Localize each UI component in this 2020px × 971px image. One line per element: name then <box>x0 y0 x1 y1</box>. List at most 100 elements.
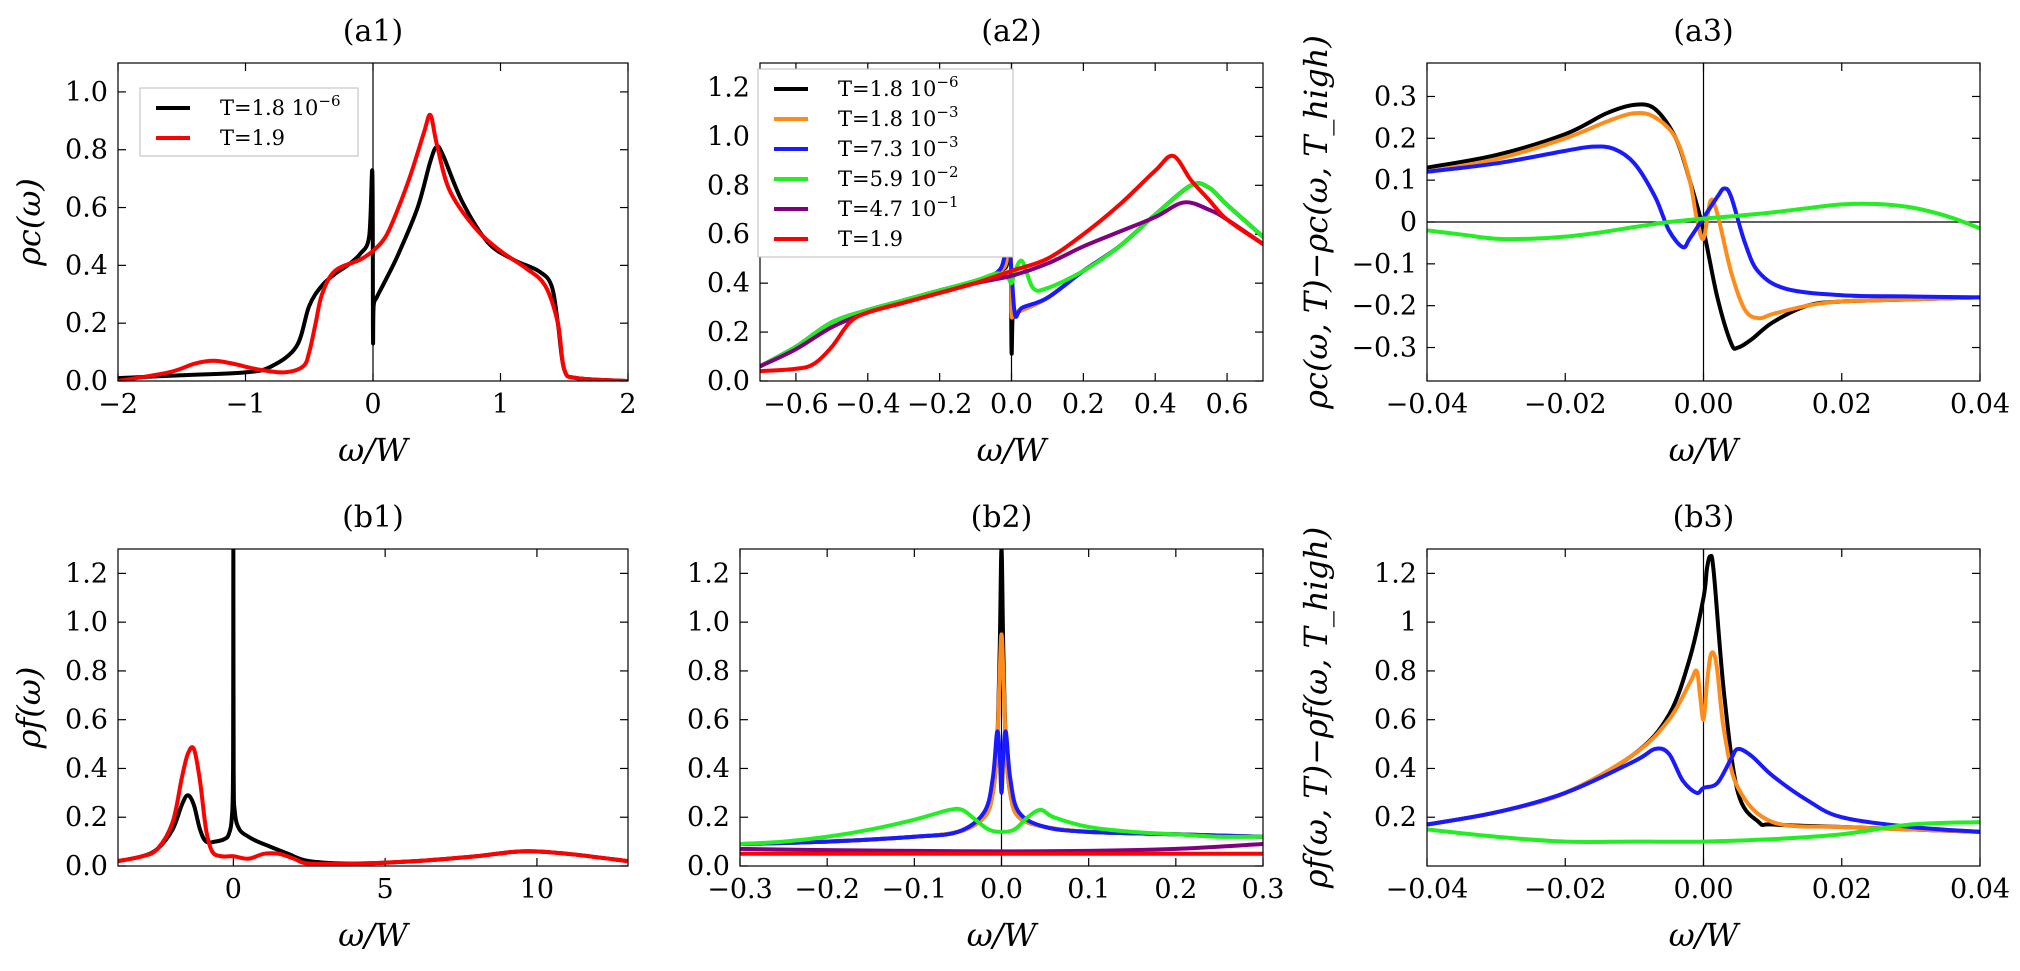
x-tick-label: 0.00 <box>1673 389 1733 420</box>
series-line-5 <box>760 153 1263 374</box>
legend-label: T=1.8 10−6 <box>838 73 959 101</box>
x-tick-label: −0.04 <box>1386 389 1469 420</box>
y-tick-label: 0.2 <box>1374 802 1417 833</box>
y-tick-label: 1.2 <box>1374 558 1417 589</box>
x-tick-label: −0.6 <box>763 389 829 420</box>
legend-label: T=1.8 10−3 <box>838 103 959 131</box>
x-tick-label: 0.1 <box>1067 874 1110 905</box>
panel-title: (a2) <box>981 14 1041 49</box>
series-line-0 <box>118 549 628 866</box>
plot-frame <box>1426 548 1981 867</box>
y-tick-label: 0.4 <box>65 250 108 281</box>
y-tick-label: 0.6 <box>707 219 750 250</box>
x-tick-label: 0.00 <box>1673 874 1733 905</box>
panel-b2: (b2) −0.3 −0.2 −0.1 0.0 0.1 0.2 0.3 0.0 0.2 0.4 0.6… <box>687 500 1284 954</box>
y-tick-label: 0.2 <box>707 317 750 348</box>
x-tick-label: 0.04 <box>1950 874 2010 905</box>
plot-frame <box>1426 62 1981 382</box>
plot-frame <box>739 548 1264 867</box>
series-line-1 <box>118 745 628 866</box>
x-tick-label: 0.0 <box>990 389 1033 420</box>
x-tick-label: 0.2 <box>1154 874 1197 905</box>
series-line-2 <box>1427 144 1980 300</box>
x-tick-label: 0.0 <box>980 874 1023 905</box>
series-line-4 <box>760 200 1263 369</box>
series-group <box>118 112 628 381</box>
x-tick-label: −0.2 <box>794 874 860 905</box>
y-tick-label: 0.3 <box>1374 81 1417 112</box>
panel-a2: (a2) −0.6 −0.4 −0.2 0.0 0.2 0.4 0.6 0.0 0.2 0.4 0.6… <box>707 14 1264 469</box>
y-tick-label: 1.2 <box>707 72 750 103</box>
x-tick-label: 10 <box>520 874 554 905</box>
y-tick-label: 1.0 <box>687 607 730 638</box>
x-tick-label: −0.04 <box>1386 874 1469 905</box>
series-line-1 <box>1427 110 1980 321</box>
x-tick-label: −0.02 <box>1524 874 1607 905</box>
x-tick-label: 0 <box>225 874 242 905</box>
series-line-2 <box>1427 746 1980 834</box>
series-line-0 <box>118 144 628 381</box>
x-tick-label: 5 <box>377 874 394 905</box>
x-tick-label: 0 <box>364 389 381 420</box>
x-tick-label: 0.2 <box>1062 389 1105 420</box>
y-tick-label: 0.8 <box>707 170 750 201</box>
y-tick-label: 1.0 <box>65 607 108 638</box>
y-tick-label: 0.4 <box>707 268 750 299</box>
x-tick-label: 0.02 <box>1812 874 1872 905</box>
series-group <box>760 153 1263 374</box>
x-tick-label: 0.4 <box>1134 389 1177 420</box>
x-tick-label: 0.6 <box>1206 389 1249 420</box>
x-axis-label: ω/W <box>1669 431 1742 469</box>
y-tick-label: 1.2 <box>687 558 730 589</box>
legend-label: T=1.9 <box>220 126 285 150</box>
series-line-4 <box>740 842 1263 854</box>
x-tick-label: −0.2 <box>907 389 973 420</box>
x-tick-label: 2 <box>619 389 636 420</box>
series-line-2 <box>740 729 1263 847</box>
y-tick-label: 0.2 <box>1374 123 1417 154</box>
y-tick-label: 0.4 <box>1374 753 1417 784</box>
legend-label: T=1.9 <box>838 227 903 251</box>
legend-label: T=4.7 10−1 <box>838 193 959 221</box>
series-group <box>118 549 628 866</box>
y-tick-label: 0.8 <box>65 135 108 166</box>
x-tick-label: 0.04 <box>1950 389 2010 420</box>
y-tick-label: 0.0 <box>707 366 750 397</box>
legend-box <box>139 87 359 157</box>
legend-label: T=5.9 10−2 <box>838 163 959 191</box>
y-axis-label: ρf(ω) <box>10 667 48 750</box>
y-tick-label: 0.2 <box>65 308 108 339</box>
x-tick-label: −0.4 <box>835 389 901 420</box>
x-tick-label: −0.3 <box>707 874 773 905</box>
x-tick-label: 0.3 <box>1242 874 1285 905</box>
series-line-3 <box>740 806 1263 847</box>
panel-a1: (a1) −2 −1 0 1 2 0.0 0.2 0.4 0.6 0.8 1.0 ω/W ρc(ω) T=1… <box>10 14 637 469</box>
x-tick-label: −2 <box>98 389 138 420</box>
y-tick-label: 0.2 <box>687 802 730 833</box>
x-tick-label: −0.1 <box>882 874 948 905</box>
x-axis-label: ω/W <box>338 431 411 469</box>
y-tick-label: −0.1 <box>1351 249 1417 280</box>
y-tick-label: 1.2 <box>65 558 108 589</box>
series-line-1 <box>1427 650 1980 834</box>
x-axis-label: ω/W <box>967 916 1040 954</box>
legend-label: T=7.3 10−3 <box>838 133 959 161</box>
series-group <box>740 549 1263 856</box>
series-line-3 <box>1427 201 1980 242</box>
y-tick-label: 1 <box>1400 607 1417 638</box>
y-tick-label: 0.6 <box>65 705 108 736</box>
panel-title: (b2) <box>971 500 1033 535</box>
y-tick-label: 0.0 <box>65 851 108 882</box>
y-tick-label: 0.6 <box>687 705 730 736</box>
y-tick-label: 0.8 <box>65 656 108 687</box>
y-axis-label: ρc(ω, T)−ρc(ω, T_high) <box>1297 35 1335 410</box>
series-group <box>1427 102 1980 351</box>
series-group <box>1427 553 1980 844</box>
y-tick-label: −0.3 <box>1351 333 1417 364</box>
panel-title: (b3) <box>1673 500 1735 535</box>
panel-b1: (b1) 0 5 10 0.0 0.2 0.4 0.6 0.8 1.0 1.2 ω/W ρf(ω) <box>10 500 629 954</box>
y-tick-label: 1.0 <box>707 121 750 152</box>
panel-a3: (a3) −0.04 −0.02 0.00 0.02 0.04 −0.3 −0.2 −0.1 0 0… <box>1297 14 2010 469</box>
legend: T=1.8 10−6 T=1.9 <box>139 87 359 157</box>
